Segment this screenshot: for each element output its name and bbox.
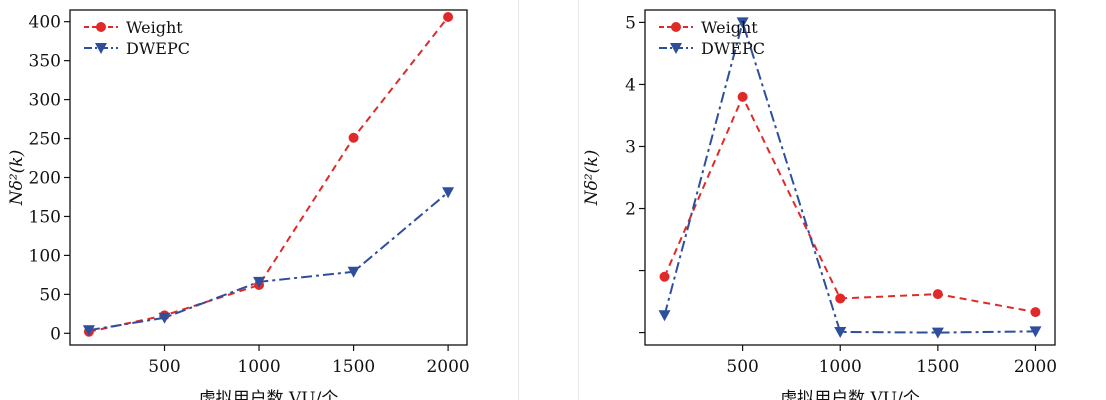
y-tick-label: 50: [39, 285, 61, 305]
y-tick-label: 350: [29, 52, 61, 72]
series-line-dwepc: [663, 18, 1036, 334]
y-tick-label: 3: [625, 137, 636, 157]
series-line-weight: [88, 16, 449, 333]
y-tick-label: 150: [29, 207, 61, 227]
y-tick-label: 400: [29, 13, 61, 33]
data-point-weight: [443, 12, 454, 23]
data-point-weight: [348, 132, 359, 143]
x-tick-label: 500: [726, 357, 758, 377]
legend-marker: [95, 43, 107, 54]
data-point-weight: [737, 91, 748, 102]
y-tick-label: 0: [50, 324, 61, 344]
data-point-weight: [1030, 307, 1041, 318]
x-axis-title: 虚拟用户数 VU/个: [780, 389, 920, 400]
x-tick-label: 2000: [1014, 357, 1057, 377]
series-line-weight: [663, 94, 1036, 314]
data-point-dwepc: [834, 326, 847, 338]
data-point-dwepc: [658, 310, 671, 322]
legend-label: Weight: [126, 18, 183, 37]
x-tick-label: 1500: [332, 357, 375, 377]
y-axis-title: Nδ²(k): [582, 150, 602, 207]
chart-right: 2 3 4 5 500 1000 1500 2000 Nδ²(k) 虚拟用户数 VU/个 Weigh…: [582, 9, 1057, 400]
x-tick-label: 2000: [426, 357, 469, 377]
data-point-weight: [932, 289, 943, 300]
series-line-dwepc: [88, 191, 449, 332]
y-axis-title: Nδ²(k): [7, 150, 27, 207]
chart-left: 0 50 100 150 200 250 300 350 400 500 1000 1500 2000 N…: [7, 9, 470, 400]
data-point-weight: [835, 293, 846, 304]
x-axis-title: 虚拟用户数 VU/个: [199, 389, 339, 400]
data-point-dwepc: [931, 327, 944, 339]
data-point-dwepc: [253, 276, 266, 288]
x-tick-label: 500: [148, 357, 180, 377]
data-point-weight: [659, 271, 670, 282]
plot-frame: [644, 9, 1056, 346]
data-point-dwepc: [347, 266, 360, 278]
plot-frame: [69, 9, 468, 346]
data-point-dwepc: [736, 17, 749, 29]
legend-marker: [671, 22, 681, 32]
data-point-dwepc: [158, 312, 171, 324]
panel-divider: [578, 0, 579, 400]
y-tick-label: 300: [29, 91, 61, 111]
legend-marker: [96, 22, 106, 32]
y-tick-label: 200: [29, 169, 61, 189]
x-tick-label: 1000: [237, 357, 280, 377]
legend-label: Weight: [701, 18, 758, 37]
y-tick-label: 100: [29, 246, 61, 266]
x-tick-label: 1500: [916, 357, 959, 377]
y-tick-label: 5: [625, 13, 636, 33]
x-tick-label: 1000: [819, 357, 862, 377]
legend-marker: [670, 43, 682, 54]
y-tick-label: 250: [29, 130, 61, 150]
data-point-dwepc: [82, 325, 95, 337]
legend-label: DWEPC: [701, 39, 765, 58]
panel-divider: [518, 0, 519, 400]
y-tick-label: 2: [625, 200, 636, 220]
legend-label: DWEPC: [126, 39, 190, 58]
data-point-dwepc: [1029, 326, 1042, 338]
y-tick-label: 4: [625, 75, 636, 95]
data-point-dwepc: [442, 187, 455, 199]
